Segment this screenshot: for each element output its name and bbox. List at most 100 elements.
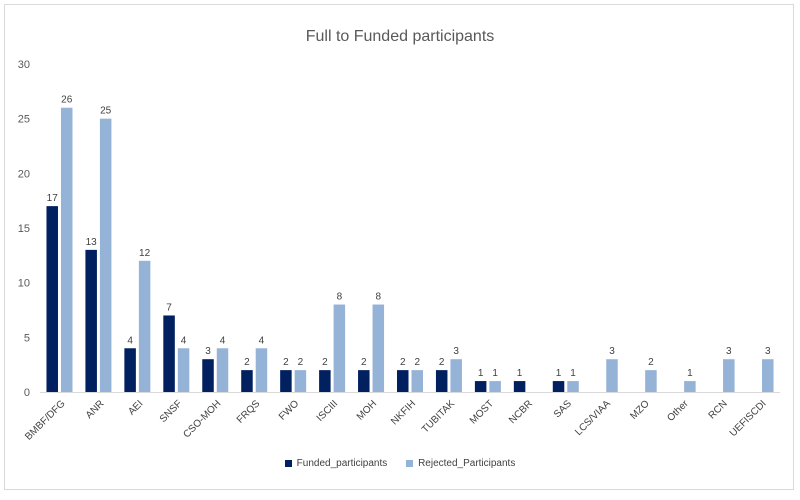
legend-item-funded: Funded_participants	[284, 458, 388, 469]
x-tick-label: NCBR	[507, 398, 535, 426]
chart-title: Full to Funded participants	[305, 28, 495, 45]
bar-funded	[202, 359, 214, 392]
bar-funded	[435, 370, 448, 392]
bar-value-label: 26	[61, 95, 73, 106]
x-tick-label: SAS	[552, 398, 574, 420]
x-tick-label: FRQS	[235, 398, 263, 426]
bar-rejected	[138, 260, 151, 392]
x-tick-label: ANR	[84, 398, 107, 421]
bar-value-label: 2	[361, 357, 367, 368]
bar-value-label: 2	[400, 357, 406, 368]
y-axis: 0 5 10 15 20 25 30	[18, 59, 30, 399]
bar-funded	[163, 315, 175, 392]
x-tick-label: LCS/VIAA	[573, 398, 613, 438]
legend-swatch-rejected	[406, 460, 414, 467]
y-tick-label: 0	[24, 387, 30, 399]
bar-value-label: 4	[259, 335, 265, 346]
bar-value-label: 3	[453, 346, 459, 357]
x-tick-label: FWO	[277, 398, 301, 422]
bar-funded	[319, 370, 331, 392]
bar-value-label: 3	[609, 346, 615, 357]
bar-rejected	[450, 359, 462, 392]
bar-value-label: 1	[570, 368, 576, 379]
bar-rejected	[372, 304, 385, 392]
bars	[46, 107, 774, 393]
x-tick-label: CSO-MOH	[181, 398, 223, 440]
bar-rejected	[489, 381, 501, 392]
bar-funded	[124, 348, 136, 392]
bar-funded	[241, 370, 253, 392]
y-tick-label: 15	[18, 223, 30, 235]
bar-funded	[552, 381, 565, 392]
bar-rejected	[684, 381, 696, 392]
bar-funded	[474, 381, 487, 392]
bar-value-label: 3	[205, 346, 211, 357]
bar-rejected	[333, 304, 346, 392]
bar-rejected	[606, 359, 618, 392]
bar-value-label: 17	[47, 193, 59, 204]
bar-value-label: 8	[337, 292, 343, 303]
bar-value-label: 12	[139, 248, 151, 259]
bar-value-label: 4	[181, 335, 187, 346]
bar-value-label: 1	[478, 368, 484, 379]
bar-rejected	[255, 348, 268, 392]
bar-value-label: 2	[283, 357, 289, 368]
bar-value-label: 1	[687, 368, 693, 379]
x-tick-label: MZO	[628, 398, 652, 422]
bar-value-label: 8	[376, 292, 382, 303]
bar-funded	[46, 206, 58, 392]
bar-value-label: 2	[648, 357, 654, 368]
bar-value-label: 4	[220, 335, 226, 346]
bar-rejected	[723, 359, 735, 392]
bar-value-label: 3	[765, 346, 771, 357]
bar-value-label: 1	[492, 368, 498, 379]
bar-value-label: 4	[127, 335, 133, 346]
bar-funded	[397, 370, 409, 392]
chart-frame	[4, 4, 794, 490]
bar-funded	[280, 370, 292, 392]
bar-funded	[513, 381, 526, 392]
x-tick-label: SNSF	[158, 398, 185, 425]
bar-rejected	[411, 370, 423, 392]
y-tick-label: 30	[18, 59, 30, 71]
x-tick-label: RCN	[707, 398, 730, 421]
bar-value-label: 2	[298, 357, 304, 368]
bar-funded	[85, 249, 97, 392]
bar-value-label: 7	[166, 302, 172, 313]
bar-value-label: 13	[86, 237, 98, 248]
x-tick-label: ISCIII	[315, 398, 340, 423]
legend-label-funded: Funded_participants	[296, 458, 388, 469]
bar-value-label: 2	[244, 357, 250, 368]
bar-rejected	[567, 381, 579, 392]
y-tick-label: 25	[18, 114, 30, 126]
x-tick-label: Other	[665, 398, 691, 424]
bar-value-label: 2	[439, 357, 445, 368]
bar-rejected	[216, 348, 229, 392]
bar-rejected	[762, 359, 774, 392]
x-tick-label: NKFIH	[389, 398, 418, 427]
legend: Funded_participants Rejected_Participant…	[0, 458, 800, 470]
x-tick-label: AEI	[126, 398, 145, 417]
legend-item-rejected: Rejected_Participants	[406, 458, 515, 469]
bar-value-label: 2	[322, 357, 328, 368]
bar-rejected	[294, 370, 307, 392]
bar-value-label: 3	[726, 346, 732, 357]
y-tick-label: 20	[18, 168, 30, 180]
y-tick-label: 10	[18, 278, 30, 290]
bar-rejected	[177, 348, 190, 392]
bar-value-label: 2	[414, 357, 420, 368]
x-tick-label: TUBITAK	[420, 398, 457, 435]
bar-rejected	[99, 118, 112, 393]
x-tick-label: UEFISCDI	[728, 398, 769, 439]
bar-value-label: 25	[100, 106, 112, 117]
bar-funded	[358, 370, 370, 392]
legend-label-rejected: Rejected_Participants	[418, 458, 516, 469]
x-tick-label: BMBF/DFG	[23, 398, 67, 442]
bar-value-label: 1	[556, 368, 562, 379]
bar-value-label: 1	[517, 368, 523, 379]
bar-rejected	[60, 107, 73, 392]
x-tick-label: MOST	[468, 398, 496, 426]
